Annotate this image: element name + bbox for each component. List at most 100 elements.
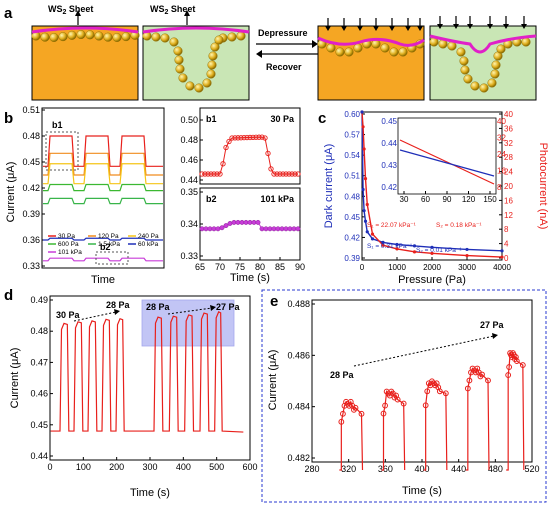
- schematic-flat-right: [317, 18, 425, 101]
- photo-point: [381, 243, 385, 247]
- panel-e-frame: [261, 289, 547, 503]
- inset-x-label: 90: [443, 195, 452, 204]
- d-current-line: [50, 311, 244, 433]
- b1-label: b1: [206, 114, 217, 124]
- b1-point: [223, 144, 229, 151]
- photo-point: [362, 147, 366, 151]
- e-point: [352, 404, 359, 411]
- inset-x-label: 30: [400, 195, 409, 204]
- b1-pressure: 30 Pa: [270, 114, 295, 124]
- b2-point: [259, 226, 265, 232]
- e-pulse-line: [465, 366, 490, 471]
- b2-point: [271, 226, 277, 232]
- b1-point: [199, 171, 205, 177]
- inset-y-left: 0.42: [381, 183, 397, 192]
- b1-point: [217, 171, 223, 177]
- series-line: [43, 237, 163, 241]
- y-tick-label: 0.36: [22, 235, 40, 245]
- pressure-arrow-head: [503, 24, 509, 29]
- e-point: [400, 400, 407, 407]
- dark-point: [395, 242, 399, 247]
- particle: [121, 32, 131, 42]
- b1-point: [244, 134, 250, 141]
- e-point: [506, 364, 513, 370]
- particle: [380, 43, 390, 53]
- d-ann-start: 30 Pa: [56, 310, 81, 320]
- legend-entry: 30 Pa: [58, 233, 75, 240]
- particle: [487, 78, 497, 88]
- x-tick-label: 400: [176, 462, 191, 472]
- b1-point: [211, 171, 217, 177]
- e-point: [340, 410, 346, 417]
- particle: [174, 55, 184, 65]
- inset-x-label: 120: [462, 195, 476, 204]
- b2-pressure: 101 kPa: [260, 194, 295, 204]
- b2-point: [203, 226, 209, 232]
- panel-b-plot: 0.51 0.48 0.45 0.42 0.39 0.36 0.33 Current (μA…: [5, 105, 165, 286]
- x-tick-label: 320: [341, 464, 356, 474]
- pressure-arrow-head: [405, 26, 411, 31]
- dark-point: [363, 219, 368, 223]
- y-tick-label: 0.54: [344, 151, 360, 160]
- inset-dark-line: [399, 149, 495, 177]
- inset-y-left: 0.43: [381, 161, 397, 170]
- dark-point: [381, 240, 385, 244]
- b2-point: [263, 226, 269, 232]
- particle: [398, 47, 408, 57]
- b1-point: [292, 171, 298, 177]
- particle: [202, 78, 212, 88]
- y-tick-label: 0.44: [30, 451, 48, 461]
- panel-d-xlabel: Time (s): [130, 487, 170, 499]
- e-point: [519, 362, 526, 368]
- dark-point: [500, 249, 504, 253]
- y-tick-label: 16: [504, 196, 513, 205]
- inset-x-label: 150: [483, 195, 497, 204]
- panel-e-ylabel: Current (μA): [267, 350, 279, 411]
- y-tick-label: 0.45: [344, 213, 360, 222]
- pressure-arrow-head: [325, 26, 331, 31]
- b1-point: [271, 171, 277, 177]
- particle: [178, 73, 188, 83]
- b1-point: [295, 171, 301, 177]
- b1-point: [250, 134, 256, 141]
- ws2-sheet-label-2: WS2 Sheet: [150, 4, 195, 16]
- dark-point: [465, 247, 469, 252]
- x-tick-label: 1000: [388, 263, 406, 272]
- b2-point: [295, 226, 301, 232]
- x-tick-label: 480: [488, 464, 503, 474]
- pressure-arrow-head: [467, 24, 473, 29]
- b2-point: [291, 226, 297, 232]
- particle: [103, 32, 113, 42]
- particle: [112, 32, 122, 42]
- legend-entry: 60 kPa: [138, 241, 159, 248]
- pressure-arrows-2: [437, 16, 527, 29]
- b1-point: [208, 171, 214, 177]
- b2-point: [287, 226, 293, 232]
- series-line: [43, 163, 163, 185]
- y-tick-label: 0.42: [22, 183, 40, 193]
- particle: [389, 47, 399, 57]
- panel-e-label: e: [270, 293, 278, 310]
- b2-point: [267, 226, 273, 232]
- particle: [460, 65, 470, 75]
- x-tick-label: 0: [47, 462, 52, 472]
- particle: [214, 35, 224, 45]
- series-line: [43, 257, 163, 262]
- y-tick-label: 4: [504, 240, 509, 249]
- x-tick-label: 70: [215, 262, 225, 272]
- series-line: [43, 135, 163, 167]
- y-tick-label: 8: [504, 225, 509, 234]
- b1-box: [45, 131, 79, 171]
- e-point: [436, 388, 443, 395]
- y-tick-label: 0.34: [180, 219, 198, 229]
- panel-b-xlabel: Time: [91, 274, 115, 286]
- x-tick-label: 400: [414, 464, 429, 474]
- x-tick-label: 100: [76, 462, 91, 472]
- ws2-sheet-label-1: WS2 Sheet: [48, 4, 93, 16]
- b1-point: [262, 135, 268, 141]
- panel-b2-plot: b2 101 kPa 0.35 0.34 0.33 65 70 75 80 85 90 Tim…: [180, 187, 305, 284]
- x-tick-label: 65: [195, 262, 205, 272]
- photo-point: [365, 202, 369, 207]
- x-tick-label: 500: [209, 462, 224, 472]
- b2-box: [95, 251, 129, 265]
